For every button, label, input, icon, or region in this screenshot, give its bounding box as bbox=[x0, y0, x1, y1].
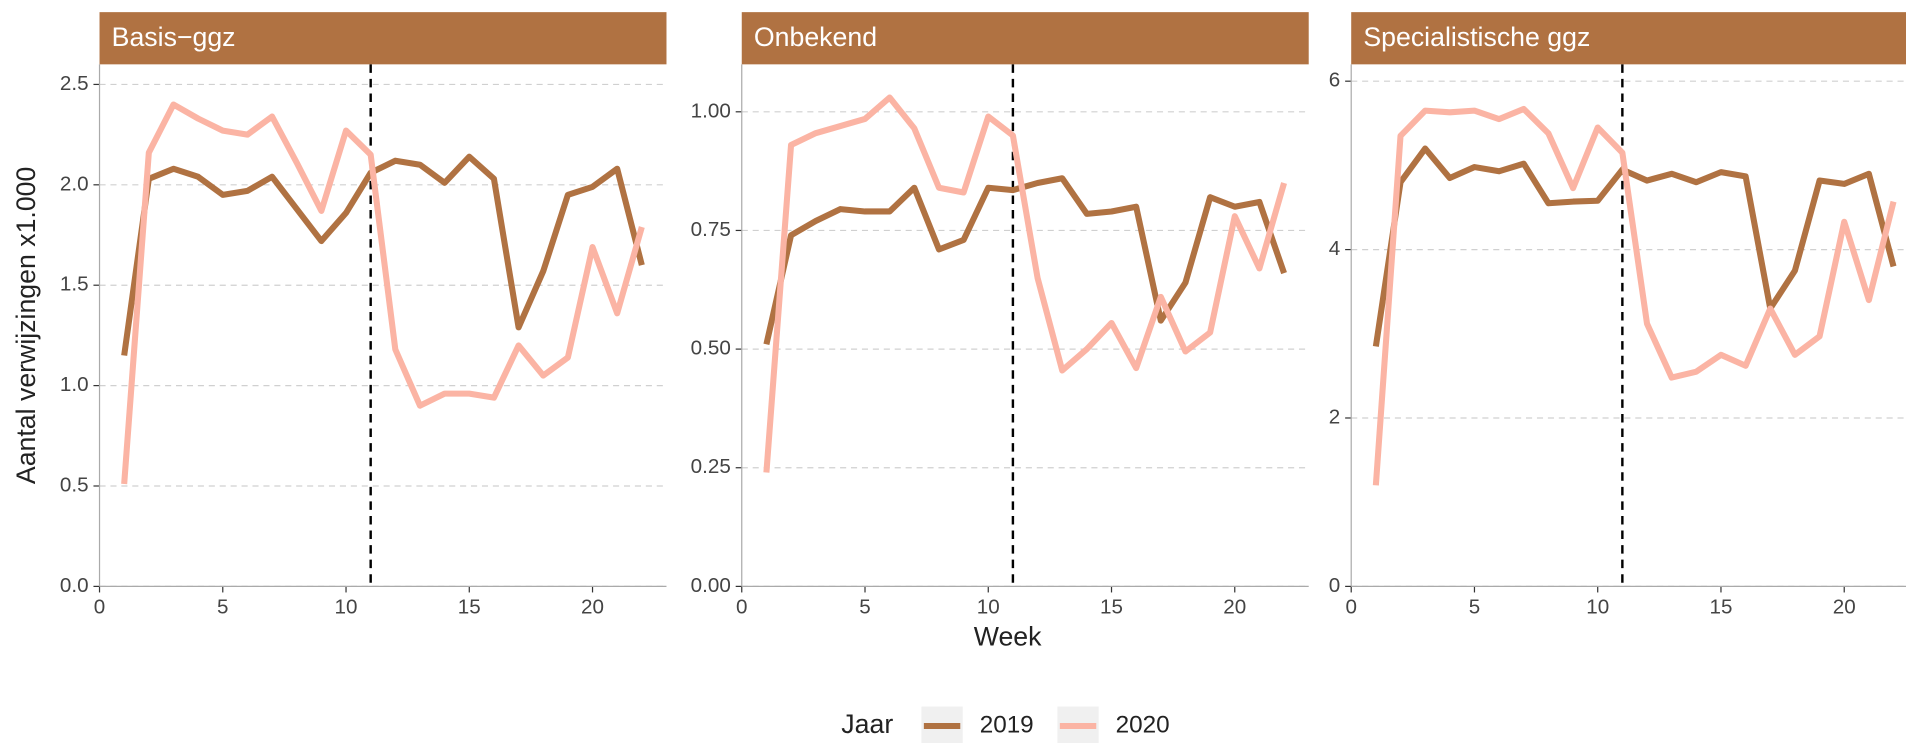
x-tick-label: 10 bbox=[1586, 596, 1609, 619]
y-tick-label: 2.5 bbox=[60, 72, 89, 95]
x-tick-label: 10 bbox=[977, 596, 1000, 619]
y-tick-label: 0.25 bbox=[691, 455, 731, 478]
x-tick-label: 15 bbox=[1709, 596, 1732, 619]
panel-title: Onbekend bbox=[754, 22, 877, 52]
panel-title: Basis−ggz bbox=[112, 22, 236, 52]
y-tick-label: 0 bbox=[1329, 574, 1340, 597]
x-tick-label: 5 bbox=[1469, 596, 1480, 619]
x-tick-label: 15 bbox=[1100, 596, 1123, 619]
legend-label: 2019 bbox=[980, 711, 1034, 738]
x-tick-label: 5 bbox=[217, 596, 228, 619]
legend-label: 2020 bbox=[1116, 711, 1170, 738]
y-tick-label: 1.0 bbox=[60, 373, 89, 396]
y-tick-label: 0.75 bbox=[691, 218, 731, 241]
series-line bbox=[763, 94, 1287, 473]
series-line bbox=[1372, 105, 1897, 486]
strip bbox=[99, 12, 667, 65]
y-tick-label: 0.0 bbox=[60, 574, 89, 597]
y-tick-label: 2 bbox=[1329, 405, 1340, 428]
strip bbox=[741, 12, 1309, 65]
series-line bbox=[121, 153, 645, 356]
x-tick-label: 20 bbox=[1223, 596, 1246, 619]
x-tick-label: 0 bbox=[94, 596, 105, 619]
y-axis-title: Aantal verwijzingen x1.000 bbox=[11, 167, 41, 484]
y-tick-label: 1.00 bbox=[691, 99, 731, 122]
series-line bbox=[763, 175, 1287, 346]
x-tick-label: 5 bbox=[859, 596, 870, 619]
y-tick-label: 0.5 bbox=[60, 473, 89, 496]
strip bbox=[1351, 12, 1906, 65]
y-tick-label: 0.00 bbox=[691, 574, 731, 597]
y-tick-label: 0.50 bbox=[691, 337, 731, 360]
y-tick-label: 4 bbox=[1329, 237, 1340, 260]
legend-title: Jaar bbox=[841, 709, 893, 739]
y-tick-label: 2.0 bbox=[60, 172, 89, 195]
y-tick-label: 1.5 bbox=[60, 273, 89, 296]
y-tick-label: 6 bbox=[1329, 69, 1340, 92]
x-axis-title: Week bbox=[974, 622, 1042, 652]
x-tick-label: 0 bbox=[736, 596, 747, 619]
x-tick-label: 15 bbox=[458, 596, 481, 619]
x-tick-label: 0 bbox=[1345, 596, 1356, 619]
x-tick-label: 20 bbox=[581, 596, 604, 619]
x-tick-label: 10 bbox=[335, 596, 358, 619]
panel-title: Specialistische ggz bbox=[1363, 22, 1590, 52]
series-line bbox=[121, 101, 645, 485]
series-line bbox=[1372, 145, 1897, 347]
x-tick-label: 20 bbox=[1833, 596, 1856, 619]
